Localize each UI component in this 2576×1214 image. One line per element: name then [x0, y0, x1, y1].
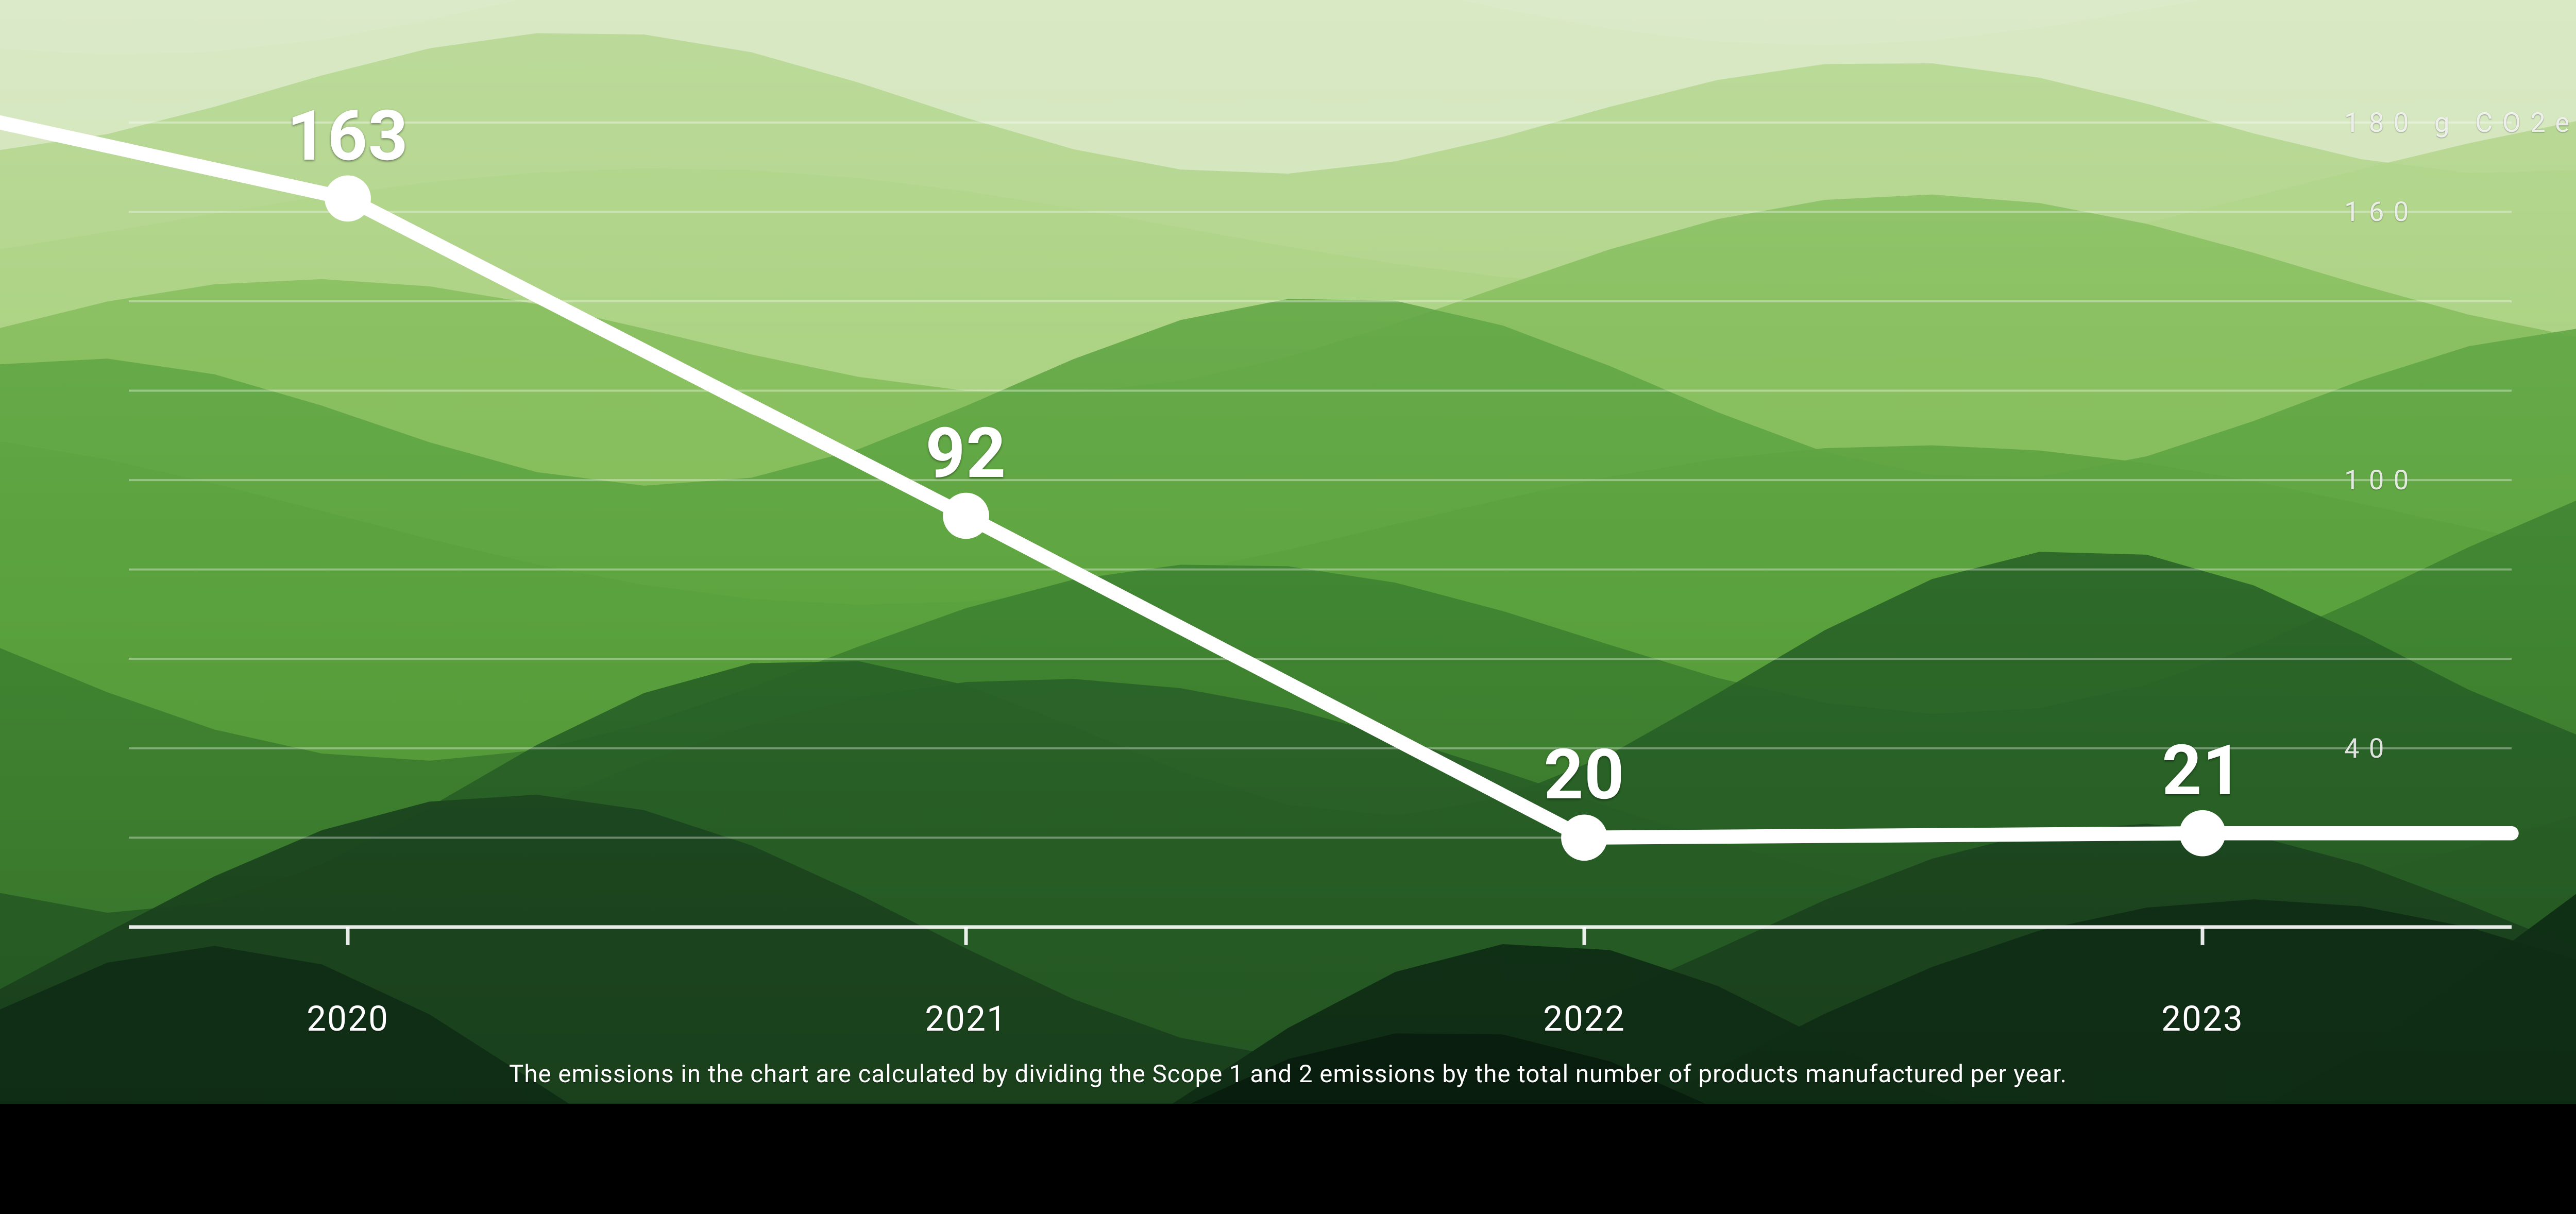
x-axis-label: 2023: [2161, 999, 2244, 1039]
chart-caption: The emissions in the chart are calculate…: [0, 1059, 2576, 1088]
emissions-chart-stage: 180 g CO2e/unit1601004020202021202220231…: [0, 0, 2576, 1104]
data-value-label: 20: [1544, 734, 1625, 815]
x-axis-label: 2020: [307, 999, 389, 1039]
y-axis-label: 180 g CO2e/unit: [2344, 107, 2576, 139]
y-axis-label: 100: [2344, 464, 2418, 496]
y-axis-label: 160: [2344, 196, 2418, 228]
data-value-label: 163: [287, 95, 409, 177]
x-axis-label: 2022: [1543, 999, 1625, 1039]
x-axis-label: 2021: [925, 999, 1007, 1039]
data-value-label: 92: [925, 413, 1007, 494]
y-axis-label: 40: [2344, 732, 2394, 764]
data-value-label: 21: [2162, 730, 2243, 811]
